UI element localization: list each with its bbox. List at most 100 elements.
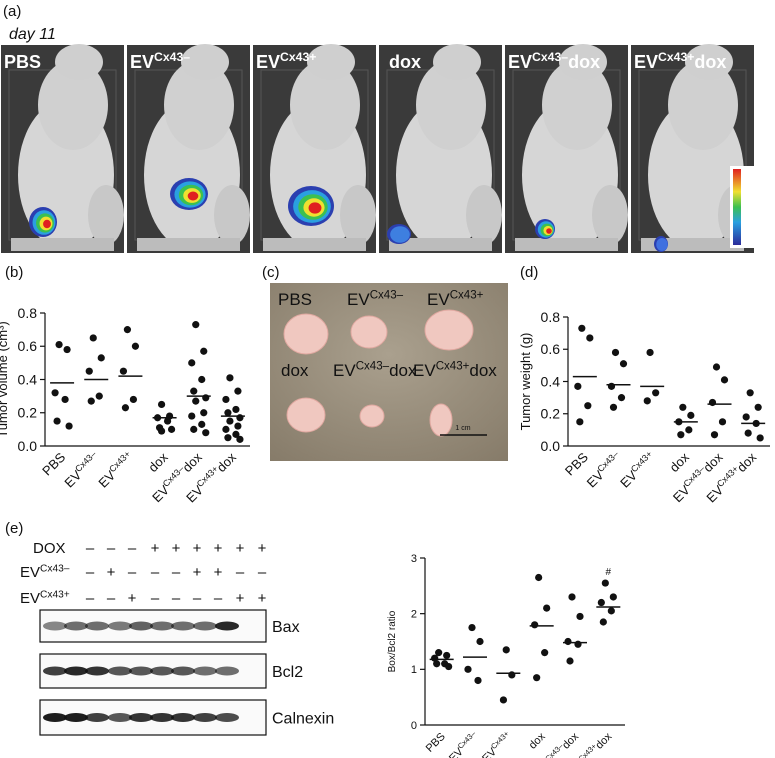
label-part: PBS xyxy=(424,731,448,755)
signal-blob xyxy=(43,219,51,229)
mouse-chest xyxy=(542,60,612,150)
treatment-sign: + xyxy=(151,540,160,557)
label: dox xyxy=(389,52,421,72)
data-point xyxy=(226,417,234,425)
data-point xyxy=(646,348,654,357)
tumor xyxy=(350,315,388,349)
data-point xyxy=(746,389,754,397)
label: DOX xyxy=(33,540,66,557)
mouse-head xyxy=(433,44,481,80)
label-part: PBS xyxy=(562,449,591,478)
superscript: Cx43+ xyxy=(450,290,484,302)
data-point xyxy=(224,409,232,417)
color-bar xyxy=(733,169,741,245)
mouse-leg xyxy=(592,185,628,245)
mouse-base xyxy=(263,238,366,251)
superscript: Cx43– xyxy=(73,449,98,474)
data-point xyxy=(55,340,63,349)
data-point xyxy=(188,412,196,420)
data-point xyxy=(464,665,472,673)
treatment-sign: – xyxy=(128,564,137,581)
band xyxy=(43,666,67,676)
y-tick-label: 0.2 xyxy=(18,405,38,421)
band xyxy=(85,621,109,631)
superscript: Cx43+ xyxy=(629,449,654,474)
data-point xyxy=(499,696,508,704)
treatment-sign: – xyxy=(151,564,160,581)
treatment-sign: + xyxy=(193,540,202,557)
label: EVCx43– xyxy=(20,563,70,581)
data-point xyxy=(531,621,539,629)
data-point xyxy=(198,375,206,384)
data-point xyxy=(121,404,130,412)
label-part: EV xyxy=(427,290,450,309)
data-point xyxy=(123,326,132,334)
treatment-sign: – xyxy=(107,590,116,607)
band xyxy=(108,621,132,631)
label-part: EV xyxy=(20,564,40,581)
data-point xyxy=(224,434,232,442)
label: EVCx43– xyxy=(347,290,404,309)
label-part: PBS xyxy=(4,52,41,72)
data-point xyxy=(712,363,721,371)
mouse-head xyxy=(307,44,355,80)
panel-e-blot: DOX – – – + + + + + +EVCx43– – + – – – + + – –EVCx43+ – – + – –… xyxy=(20,540,334,736)
label-part: PBS xyxy=(39,449,68,478)
label: EVCx43+ xyxy=(427,290,484,309)
treatment-sign: – xyxy=(258,564,267,581)
x-tick-label: EVCx43+ xyxy=(95,449,137,491)
annotation: # xyxy=(606,567,612,578)
band xyxy=(64,713,88,722)
data-point xyxy=(202,429,210,437)
treatment-sign: – xyxy=(172,590,181,607)
treatment-sign: – xyxy=(151,590,160,607)
y-tick-label: 0.4 xyxy=(18,371,38,387)
treatment-sign: – xyxy=(214,590,223,607)
superscript: Cx43– xyxy=(532,50,568,64)
data-point xyxy=(87,397,95,405)
band xyxy=(108,713,132,722)
data-point xyxy=(586,334,594,342)
data-point xyxy=(61,395,69,404)
y-tick-label: 1 xyxy=(411,664,417,676)
data-point xyxy=(720,376,729,384)
data-point xyxy=(190,425,198,433)
label: EVCx43+dox xyxy=(634,50,726,72)
data-point xyxy=(607,607,615,615)
treatment-sign: + xyxy=(172,540,181,557)
data-point xyxy=(157,427,166,435)
panel-label: (b) xyxy=(5,264,23,281)
band xyxy=(129,621,153,631)
data-point xyxy=(163,417,172,425)
data-point xyxy=(131,342,140,350)
signal-blob xyxy=(187,191,199,201)
label-part: dox xyxy=(281,361,309,380)
label-part: dox xyxy=(667,449,693,475)
y-axis-title: Tumor weight (g) xyxy=(518,333,533,431)
mouse-head xyxy=(55,44,103,80)
treatment-sign: – xyxy=(236,564,245,581)
label-part: EV xyxy=(130,52,154,72)
band xyxy=(150,713,174,722)
superscript: Cx43– xyxy=(370,290,404,302)
label: EVCx43–dox xyxy=(508,50,600,72)
label: EVCx43+dox xyxy=(413,361,497,380)
panel-label: (c) xyxy=(262,264,280,281)
data-point xyxy=(609,403,618,411)
data-point xyxy=(609,593,617,601)
data-point xyxy=(236,435,244,443)
mouse-chest xyxy=(164,60,234,150)
data-point xyxy=(222,395,230,404)
data-point xyxy=(443,651,451,660)
treatment-sign: – xyxy=(107,540,116,557)
mouse-chest xyxy=(668,60,738,150)
y-tick-label: 0.6 xyxy=(18,338,38,354)
data-point xyxy=(611,348,620,357)
label-part: EV xyxy=(634,52,658,72)
tumor xyxy=(429,403,453,437)
band xyxy=(129,666,153,676)
data-point xyxy=(51,389,59,397)
band xyxy=(43,621,67,631)
data-point xyxy=(97,354,105,362)
